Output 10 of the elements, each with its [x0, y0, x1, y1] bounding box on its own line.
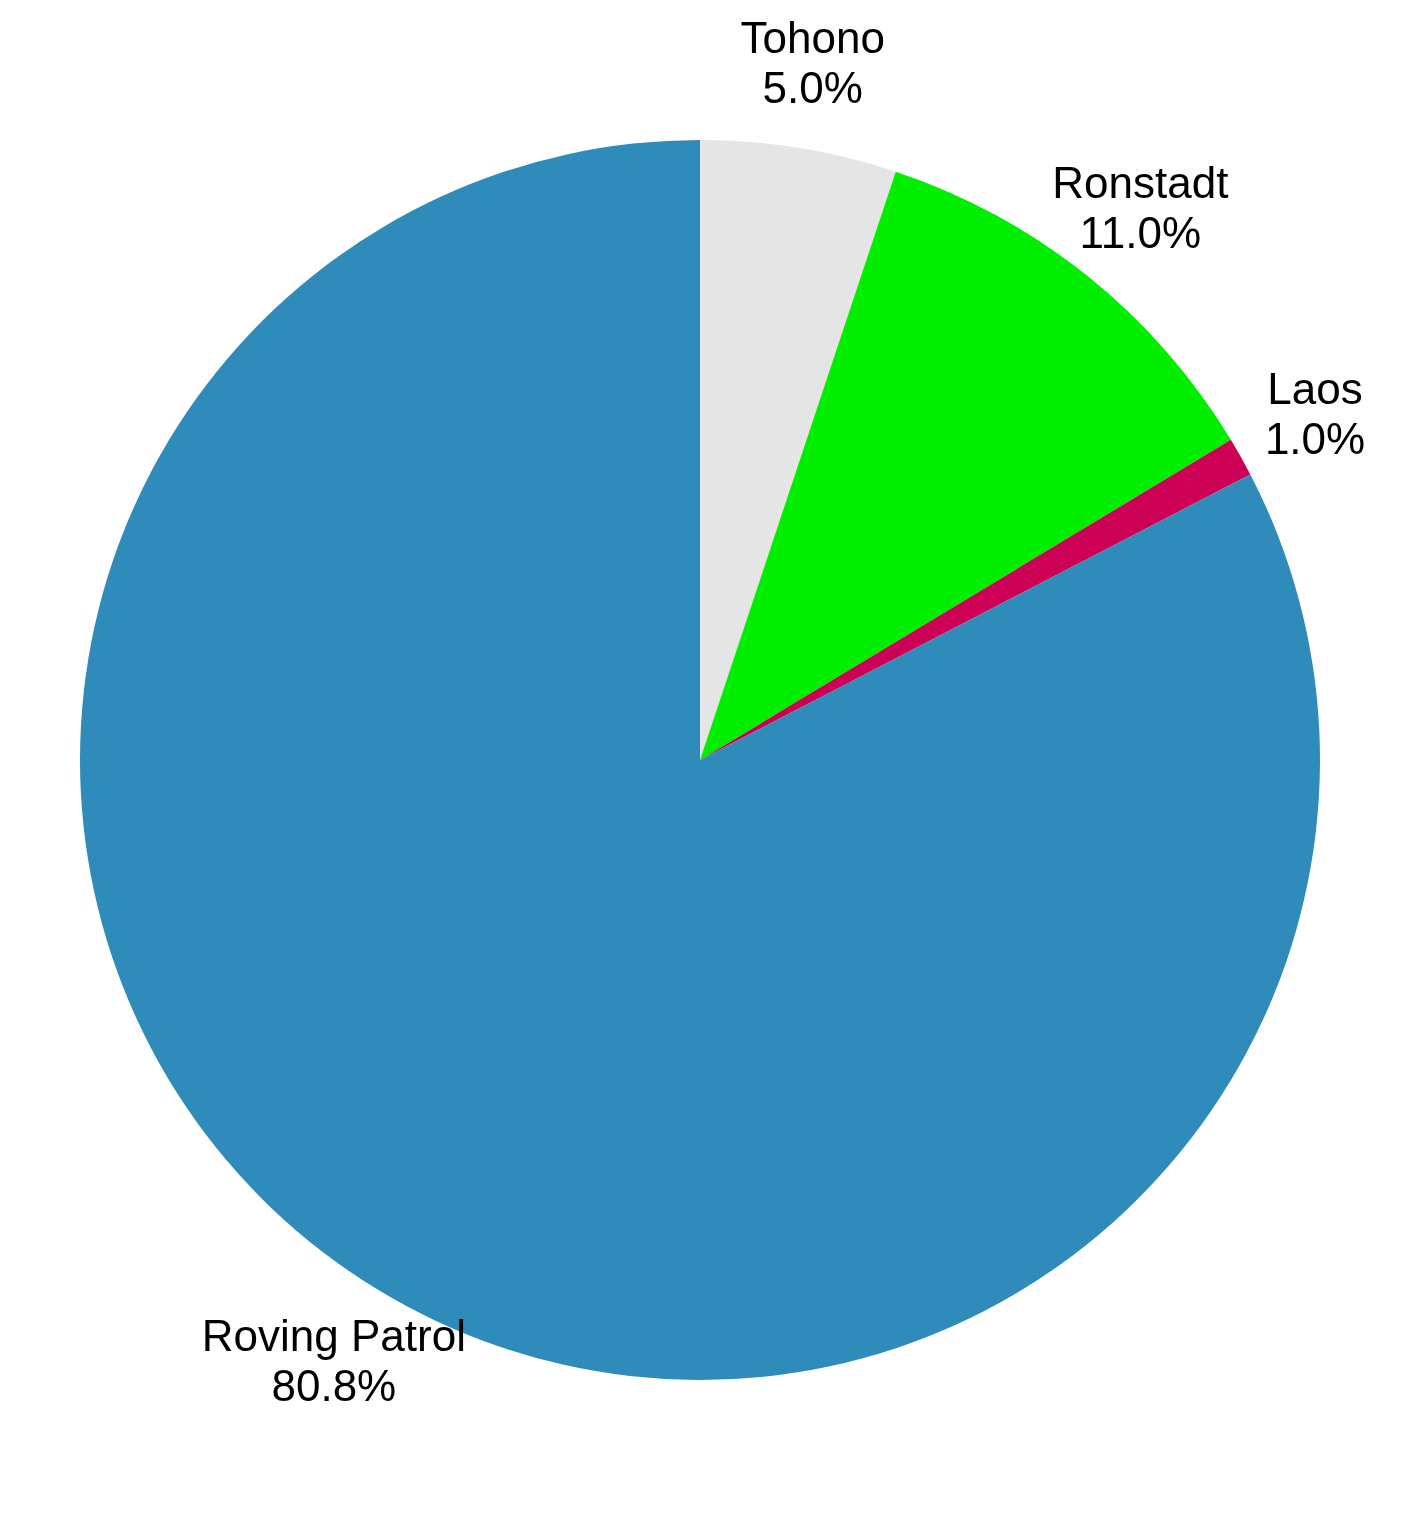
pie-slice — [700, 140, 896, 760]
data-label: 80.8% — [271, 1361, 397, 1411]
data-label: 1.0% — [1264, 414, 1366, 464]
pie-slice — [700, 439, 1251, 760]
data-label: 5.0% — [762, 63, 863, 113]
slice-label: Tohono — [740, 13, 885, 63]
slice-label: Ronstadt — [1052, 158, 1229, 208]
slice-label: Roving Patrol — [201, 1311, 466, 1361]
slice-label: Laos — [1267, 364, 1363, 414]
data-label: 11.0% — [1079, 208, 1202, 258]
